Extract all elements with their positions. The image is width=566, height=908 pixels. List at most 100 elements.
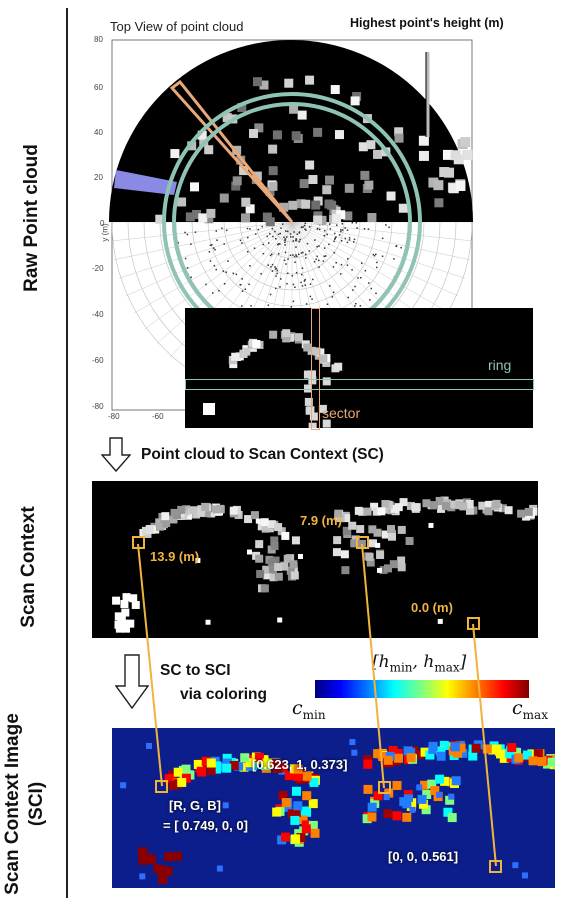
inset-cell	[318, 404, 327, 413]
sci-cell	[406, 753, 416, 763]
sc-cell	[394, 503, 403, 512]
point	[335, 224, 338, 226]
sci-cell	[181, 773, 191, 783]
point	[269, 293, 272, 296]
sc-cell	[381, 530, 390, 539]
point	[222, 270, 225, 272]
point	[332, 291, 335, 294]
sc-cell	[332, 548, 341, 557]
inset-cell	[304, 397, 313, 406]
grey-cell	[239, 166, 249, 176]
sci-cell	[310, 828, 320, 838]
point	[212, 292, 214, 294]
point	[267, 242, 270, 244]
sci-cell	[447, 813, 457, 823]
sci-cell	[173, 767, 183, 777]
point	[254, 233, 257, 235]
grey-cell	[418, 135, 429, 146]
sc-cell	[277, 527, 286, 536]
point	[303, 280, 306, 282]
point	[279, 286, 281, 288]
sc-cell	[478, 501, 487, 510]
point	[328, 243, 330, 246]
sci-speck	[436, 791, 443, 798]
grey-cell	[433, 180, 444, 191]
grey-cell	[366, 140, 376, 150]
sci-speck	[416, 784, 423, 791]
point	[240, 283, 242, 286]
sci-cell	[507, 743, 517, 753]
connector-a	[137, 543, 163, 787]
sci-cell	[436, 746, 446, 756]
grid-spoke	[110, 221, 293, 242]
point	[352, 289, 354, 291]
sc-cell	[368, 525, 377, 534]
step-pc-to-sc: Point cloud to Scan Context (SC)	[141, 446, 384, 463]
point	[300, 252, 303, 254]
point	[276, 269, 279, 272]
sc-annotation-a: 13.9 (m)	[150, 549, 200, 564]
grid-spoke	[113, 221, 293, 261]
sci-cell	[299, 806, 309, 816]
grey-cell	[241, 213, 251, 223]
point	[354, 285, 356, 288]
sc-cell	[255, 554, 264, 563]
grey-cell	[222, 113, 232, 123]
sc-cell	[256, 569, 265, 578]
point	[296, 255, 298, 258]
point	[239, 239, 242, 242]
point	[315, 258, 317, 261]
point	[218, 289, 220, 292]
point	[317, 259, 320, 262]
point	[209, 244, 212, 247]
point	[375, 292, 377, 295]
grey-cell	[313, 127, 323, 137]
point	[368, 282, 370, 284]
sc-cell	[170, 508, 179, 517]
sci-cell	[436, 751, 446, 761]
point	[298, 253, 300, 256]
grey-cell	[455, 180, 466, 191]
sci-cell	[393, 753, 403, 763]
sci-cell	[222, 758, 232, 768]
point	[292, 300, 295, 303]
point	[348, 237, 351, 239]
sci-cell	[296, 833, 306, 843]
sci-panel	[112, 728, 555, 888]
point	[305, 229, 307, 231]
sc-cell	[269, 573, 278, 582]
down-arrow-1	[100, 437, 132, 478]
y-tick-neg80: -80	[92, 402, 104, 411]
sci-cell	[430, 786, 440, 796]
sci-cell	[240, 753, 250, 763]
sc-cell	[260, 584, 269, 593]
point	[292, 236, 294, 238]
sci-cell	[363, 755, 373, 765]
point	[244, 288, 247, 291]
grey-cell	[311, 200, 321, 210]
colorbar-cmin: cmin	[292, 697, 326, 722]
point	[285, 230, 287, 232]
point	[335, 261, 337, 264]
point	[333, 232, 336, 235]
point	[216, 239, 218, 241]
sci-cell	[197, 767, 207, 777]
sc-cell	[382, 505, 391, 514]
sc-cell	[363, 507, 372, 516]
grid-spoke	[291, 221, 450, 314]
sci-cell	[293, 764, 303, 774]
point	[214, 248, 216, 251]
point	[333, 252, 336, 254]
point	[359, 305, 362, 307]
point	[295, 238, 297, 240]
point	[277, 253, 280, 255]
sc-cell	[229, 506, 238, 515]
point	[289, 233, 292, 235]
ring-label: ring	[488, 357, 512, 373]
sci-speck	[216, 865, 223, 872]
sci-cell	[378, 752, 388, 762]
point	[286, 230, 289, 233]
sc-speck	[255, 518, 261, 524]
point	[360, 276, 362, 279]
sc-cell	[121, 608, 130, 617]
